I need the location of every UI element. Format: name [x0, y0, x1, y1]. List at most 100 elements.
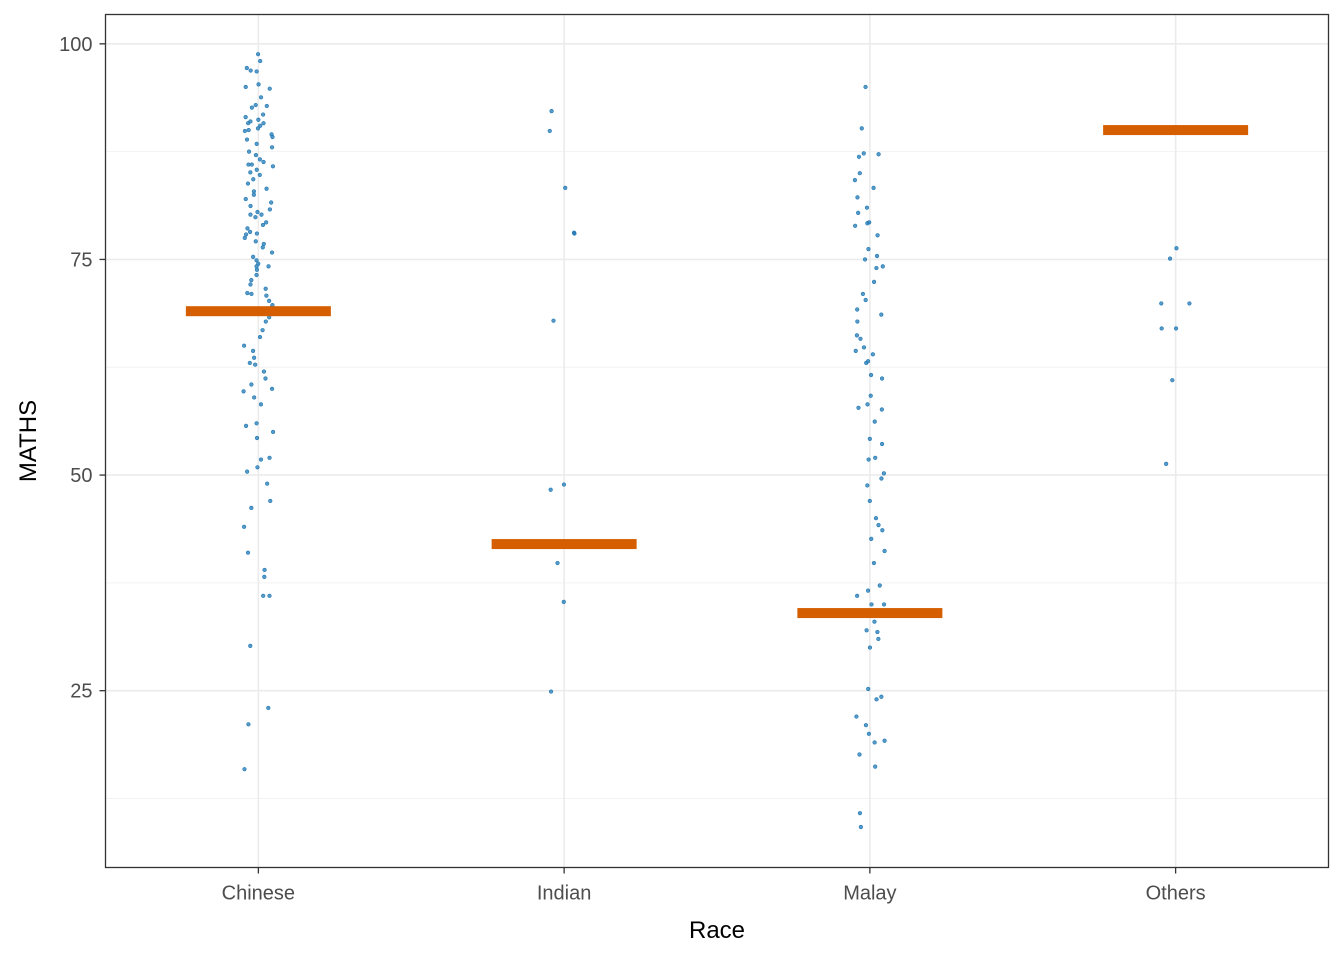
data-point [254, 69, 259, 74]
data-point [258, 95, 264, 100]
data-point [260, 222, 266, 228]
data-point [865, 588, 871, 593]
data-point [868, 393, 873, 398]
data-point [551, 318, 556, 323]
data-point [563, 185, 568, 190]
data-point [250, 348, 256, 353]
data-point [877, 583, 882, 588]
x-tick-label: Others [1146, 883, 1206, 905]
data-point [257, 334, 263, 340]
data-point [251, 254, 256, 259]
data-point [1174, 246, 1179, 251]
data-point [1173, 326, 1179, 331]
data-point [1187, 301, 1192, 306]
data-point [247, 360, 252, 366]
data-point [882, 738, 887, 743]
data-point [852, 177, 858, 183]
data-point [270, 134, 275, 140]
data-point [561, 482, 567, 487]
data-point [862, 257, 868, 262]
data-point [548, 689, 554, 694]
data-point [864, 628, 869, 633]
data-point [264, 186, 269, 191]
data-point [881, 471, 886, 476]
data-point [266, 705, 271, 711]
data-point [1164, 461, 1169, 466]
data-point [872, 619, 877, 624]
data-point [873, 764, 878, 769]
data-point [879, 441, 885, 447]
data-point [866, 457, 871, 462]
data-point [249, 105, 255, 110]
data-point [249, 505, 254, 510]
data-point [865, 402, 870, 407]
data-point [854, 714, 859, 719]
data-point [859, 126, 864, 131]
data-point [261, 593, 266, 598]
data-point [251, 189, 257, 194]
data-point [867, 498, 872, 504]
data-point [270, 429, 276, 435]
y-tick-label: 25 [70, 681, 92, 703]
data-point [866, 246, 871, 252]
data-point [263, 376, 268, 381]
data-point [258, 457, 264, 462]
data-point [869, 602, 874, 607]
data-point [257, 157, 262, 162]
data-point [865, 221, 870, 226]
data-point [857, 752, 862, 757]
data-point [270, 164, 276, 169]
data-point [263, 319, 268, 324]
data-point [867, 645, 873, 650]
data-point [253, 102, 258, 108]
data-point [867, 436, 872, 441]
data-point [854, 333, 860, 338]
data-point [549, 108, 554, 114]
data-point [871, 185, 876, 190]
data-point [243, 115, 248, 120]
data-point [868, 372, 874, 378]
data-point [866, 686, 871, 692]
data-point [871, 279, 877, 284]
data-point [251, 192, 256, 197]
data-point [268, 498, 273, 504]
data-point [855, 195, 860, 200]
data-point [873, 516, 879, 521]
data-point [874, 253, 880, 259]
data-point [263, 286, 268, 291]
data-point [561, 599, 566, 604]
data-point [248, 170, 253, 175]
data-point [856, 405, 861, 410]
data-point [246, 722, 251, 727]
y-tick-label: 50 [70, 465, 92, 487]
data-point [242, 524, 247, 529]
data-point [882, 548, 887, 554]
y-tick-label: 100 [59, 34, 92, 56]
data-point [246, 162, 251, 167]
data-point [873, 455, 878, 460]
y-axis: 25 50 75 100 [59, 34, 106, 703]
data-point [248, 212, 253, 217]
data-point [243, 196, 248, 202]
y-axis-title: MATHS [15, 400, 42, 482]
data-point [264, 103, 269, 109]
data-point [858, 824, 863, 830]
data-point [267, 593, 272, 598]
data-point [243, 232, 249, 237]
data-point [245, 469, 250, 474]
grid [105, 14, 1329, 868]
data-point [251, 177, 256, 182]
data-point [259, 212, 264, 217]
data-point [243, 84, 248, 90]
data-point [242, 235, 247, 240]
data-point [269, 250, 275, 255]
data-point [260, 328, 265, 333]
data-point [266, 264, 271, 269]
data-point [260, 112, 266, 117]
data-point [252, 395, 257, 400]
data-point [880, 528, 885, 533]
data-point [874, 265, 879, 271]
data-point [254, 141, 259, 146]
data-point [255, 52, 261, 57]
